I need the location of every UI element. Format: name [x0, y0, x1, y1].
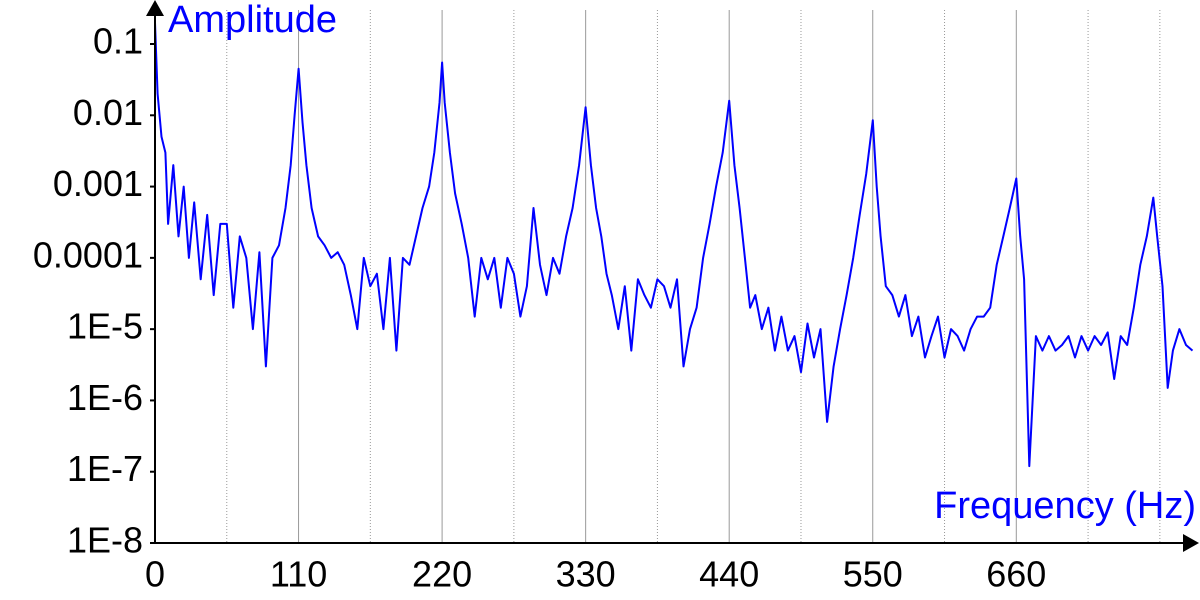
plot-area — [154, 22, 1194, 468]
y-tick-label: 0.1 — [93, 21, 143, 62]
x-tick-label: 440 — [699, 554, 759, 595]
y-tick-label: 1E-8 — [67, 520, 143, 561]
x-tick-label: 220 — [412, 554, 472, 595]
y-axis-arrow — [146, 0, 164, 16]
spectrum-line — [154, 22, 1194, 468]
y-tick-label: 1E-5 — [67, 306, 143, 347]
x-tick-label: 550 — [843, 554, 903, 595]
y-tick-label: 1E-7 — [67, 448, 143, 489]
grid — [226, 10, 1161, 543]
y-tick-label: 0.001 — [53, 163, 143, 204]
x-tick-label: 660 — [986, 554, 1046, 595]
x-tick-label: 110 — [270, 554, 327, 595]
x-tick-label: 330 — [556, 554, 616, 595]
y-tick-label: 0.0001 — [33, 234, 143, 275]
y-tick-label: 0.01 — [73, 92, 143, 133]
x-axis-arrow — [1183, 534, 1199, 552]
y-tick-label: 1E-6 — [67, 377, 143, 418]
x-tick-label: 0 — [145, 554, 165, 595]
y-axis-title: Amplitude — [168, 0, 337, 41]
x-axis-title: Frequency (Hz) — [934, 485, 1196, 527]
